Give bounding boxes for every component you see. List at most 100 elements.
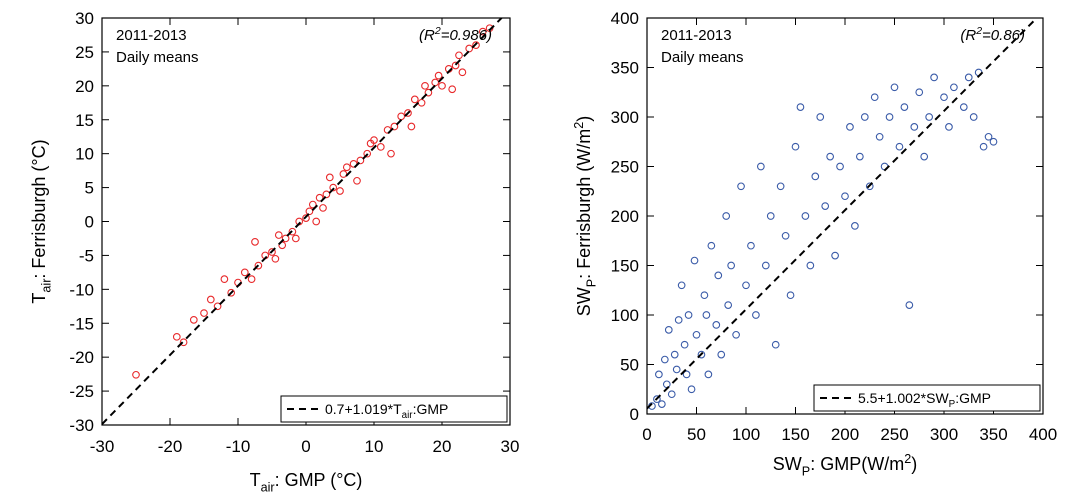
data-point: [969, 113, 978, 121]
data-point: [404, 109, 412, 117]
data-point: [305, 207, 314, 216]
data-point: [702, 311, 711, 319]
data-point: [712, 321, 721, 329]
data-point: [363, 149, 372, 158]
text-segment: =0.86): [982, 27, 1025, 44]
data-point: [860, 113, 869, 121]
x-tick-label: 350: [979, 425, 1007, 444]
data-point: [397, 112, 406, 121]
r2-annotation: (R2=0.86): [960, 25, 1025, 44]
legend: 5.5+1.002*SWP:GMP: [813, 384, 1041, 412]
x-tick-label: -10: [226, 437, 251, 456]
annotation: 2011-2013: [661, 27, 732, 44]
y-axis-label: SWP: Ferrisburgh (W/m2): [572, 116, 599, 316]
data-point: [674, 316, 683, 324]
data-point: [268, 248, 276, 256]
data-point: [329, 183, 338, 192]
data-point: [172, 332, 181, 341]
data-point: [714, 271, 723, 280]
data-point: [434, 71, 443, 80]
data-point: [315, 193, 324, 202]
text-segment: : Ferrisburgh (°C): [29, 139, 49, 278]
data-point: [905, 301, 914, 309]
data-point: [220, 275, 229, 284]
data-point: [390, 122, 399, 131]
text-segment: (R: [419, 27, 435, 44]
data-point: [732, 330, 740, 339]
text-segment: SW: [574, 287, 594, 316]
data-point: [660, 355, 669, 364]
data-point: [806, 261, 815, 270]
data-point: [831, 251, 839, 260]
data-point: [979, 142, 988, 151]
y-tick-label: 10: [75, 145, 94, 164]
x-tick-label: 10: [365, 437, 384, 456]
x-tick-label: 50: [687, 425, 706, 444]
data-point: [410, 95, 419, 104]
y-tick-label: -25: [69, 382, 94, 401]
text-segment: P: [584, 279, 598, 287]
data-point: [826, 152, 835, 161]
data-point: [865, 182, 874, 191]
data-point: [756, 162, 765, 171]
data-point: [672, 365, 681, 374]
data-point: [680, 340, 689, 349]
data-point: [319, 204, 327, 212]
y-tick-label: -15: [69, 314, 94, 333]
x-tick-label: 0: [301, 437, 310, 456]
text-segment: air: [402, 410, 414, 421]
x-tick-label: 200: [831, 425, 859, 444]
data-point: [846, 123, 854, 131]
data-point: [664, 326, 673, 334]
data-point: [697, 350, 706, 359]
text-segment: : Ferrisburgh (W/m: [574, 129, 594, 279]
x-tick-label: 300: [930, 425, 958, 444]
data-point: [667, 390, 676, 399]
text-segment: ): [911, 454, 917, 474]
text-segment: : GMP (°C): [275, 470, 363, 490]
data-point: [690, 256, 699, 265]
y-tick-label: 20: [75, 77, 94, 96]
x-tick-label: -20: [158, 437, 183, 456]
text-segment: air: [39, 279, 53, 293]
text-segment: 2: [434, 25, 441, 37]
data-point: [322, 190, 331, 199]
data-point: [752, 311, 760, 319]
text-segment: T: [250, 470, 261, 490]
y-tick-label: -30: [69, 416, 94, 435]
data-point: [910, 123, 919, 131]
text-segment: :GMP: [413, 401, 449, 417]
data-point: [421, 81, 429, 90]
data-point: [816, 113, 825, 121]
panel: 0 50 100 150 200 250 300 350 400 0 50 100 150 200 250 3…: [572, 9, 1057, 478]
data-point: [737, 182, 745, 191]
x-tick-label: 100: [732, 425, 760, 444]
data-point: [855, 152, 864, 161]
data-point: [240, 268, 249, 277]
data-point: [747, 241, 755, 250]
data-point: [653, 395, 661, 404]
data-point: [189, 316, 198, 324]
data-point: [796, 103, 805, 111]
data-point: [821, 202, 830, 210]
legend-label: 0.7+1.019*Tair:GMP: [325, 401, 448, 421]
y-tick-label: 250: [611, 158, 639, 177]
y-tick-label: 350: [611, 59, 639, 78]
data-point: [930, 73, 938, 82]
text-segment: 2: [975, 25, 982, 37]
data-point: [761, 261, 770, 270]
fit-line: [647, 18, 1039, 410]
data-point: [786, 291, 795, 300]
fit-line: [102, 18, 503, 425]
x-tick-label: -30: [90, 437, 115, 456]
x-axis-label: SWP: GMP(W/m2): [773, 452, 917, 479]
data-point: [776, 182, 785, 191]
text-segment: T: [29, 293, 49, 304]
data-point: [851, 222, 859, 230]
text-segment: P: [949, 399, 956, 410]
data-point: [959, 103, 968, 111]
data-point: [801, 212, 810, 220]
text-segment: 2: [904, 452, 911, 466]
data-point: [370, 136, 378, 144]
